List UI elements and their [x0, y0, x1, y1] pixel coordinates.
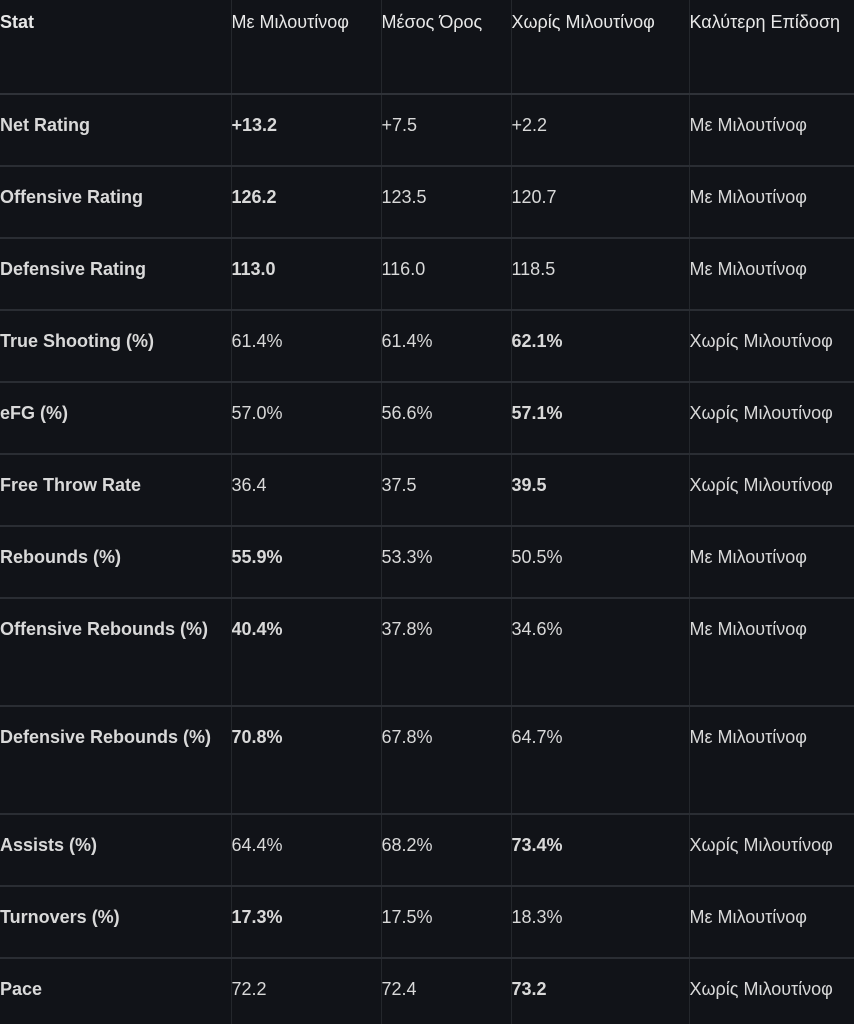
cell-with-milutinov: +13.2: [230, 94, 381, 167]
cell-best-performance: Με Μιλουτίνοφ: [688, 166, 854, 239]
cell-without-milutinov: 120.7: [510, 166, 689, 239]
table-row: Free Throw Rate 36.4 37.5 39.5 Χωρίς Μιλουτί…: [0, 454, 854, 527]
cell-without-milutinov: 64.7%: [510, 706, 689, 815]
cell-best-performance: Χωρίς Μιλουτίνοφ: [688, 382, 854, 455]
cell-with-milutinov: 61.4%: [230, 310, 381, 383]
table-row: Rebounds (%) 55.9% 53.3% 50.5% Με Μιλουτίνοφ: [0, 526, 854, 599]
cell-stat-name: True Shooting (%): [0, 310, 231, 383]
cell-stat-name: Assists (%): [0, 814, 231, 887]
table-row: Defensive Rating 113.0 116.0 118.5 Με Μιλουτ…: [0, 238, 854, 311]
cell-average: 37.5: [380, 454, 511, 527]
header-without-milutinov: Χωρίς Μιλουτίνοφ: [510, 0, 689, 95]
header-average: Μέσος Όρος: [380, 0, 511, 95]
cell-stat-name: Rebounds (%): [0, 526, 231, 599]
cell-best-performance: Χωρίς Μιλουτίνοφ: [688, 310, 854, 383]
cell-without-milutinov: 73.2: [510, 958, 689, 1024]
table-row: Turnovers (%) 17.3% 17.5% 18.3% Με Μιλουτίνο…: [0, 886, 854, 959]
cell-with-milutinov: 57.0%: [230, 382, 381, 455]
cell-stat-name: Net Rating: [0, 94, 231, 167]
cell-average: 116.0: [380, 238, 511, 311]
cell-average: 61.4%: [380, 310, 511, 383]
table-body: Net Rating +13.2 +7.5 +2.2 Με Μιλουτίνοφ Offe…: [0, 94, 854, 1024]
cell-best-performance: Με Μιλουτίνοφ: [688, 526, 854, 599]
cell-with-milutinov: 72.2: [230, 958, 381, 1024]
cell-without-milutinov: 118.5: [510, 238, 689, 311]
cell-best-performance: Με Μιλουτίνοφ: [688, 598, 854, 707]
cell-best-performance: Με Μιλουτίνοφ: [688, 238, 854, 311]
cell-average: 53.3%: [380, 526, 511, 599]
cell-best-performance: Με Μιλουτίνοφ: [688, 886, 854, 959]
header-best-performance: Καλύτερη Επίδοση: [688, 0, 854, 95]
cell-average: 37.8%: [380, 598, 511, 707]
cell-best-performance: Χωρίς Μιλουτίνοφ: [688, 814, 854, 887]
cell-stat-name: Offensive Rebounds (%): [0, 598, 231, 707]
header-stat: Stat: [0, 0, 231, 95]
table-header: Stat Με Μιλουτίνοφ Μέσος Όρος Χωρίς Μιλο…: [0, 0, 854, 95]
cell-with-milutinov: 113.0: [230, 238, 381, 311]
cell-with-milutinov: 70.8%: [230, 706, 381, 815]
table-row: Offensive Rebounds (%) 40.4% 37.8% 34.6% Με …: [0, 598, 854, 707]
cell-average: 68.2%: [380, 814, 511, 887]
cell-stat-name: Defensive Rating: [0, 238, 231, 311]
table-row: Net Rating +13.2 +7.5 +2.2 Με Μιλουτίνοφ: [0, 94, 854, 167]
cell-without-milutinov: +2.2: [510, 94, 689, 167]
cell-stat-name: Offensive Rating: [0, 166, 231, 239]
table-row: Assists (%) 64.4% 68.2% 73.4% Χωρίς Μιλουτίν…: [0, 814, 854, 887]
cell-average: 67.8%: [380, 706, 511, 815]
cell-best-performance: Με Μιλουτίνοφ: [688, 706, 854, 815]
table-row: Defensive Rebounds (%) 70.8% 67.8% 64.7% Με …: [0, 706, 854, 815]
cell-stat-name: Pace: [0, 979, 43, 999]
cell-without-milutinov: 62.1%: [510, 310, 689, 383]
cell-stat-name: Turnovers (%): [0, 886, 231, 959]
cell-without-milutinov: 57.1%: [510, 382, 689, 455]
cell-best-performance: Χωρίς Μιλουτίνοφ: [688, 454, 854, 527]
cell-without-milutinov: 50.5%: [510, 526, 689, 599]
cell-stat-name: Defensive Rebounds (%): [0, 706, 231, 815]
cell-average: +7.5: [380, 94, 511, 167]
cell-without-milutinov: 73.4%: [510, 814, 689, 887]
cell-best-performance: Με Μιλουτίνοφ: [688, 94, 854, 167]
cell-without-milutinov: 39.5: [510, 454, 689, 527]
cell-with-milutinov: 55.9%: [230, 526, 381, 599]
cell-best-performance: Χωρίς Μιλουτίνοφ: [688, 958, 854, 1024]
table-row: eFG (%) 57.0% 56.6% 57.1% Χωρίς Μιλουτίνοφ: [0, 382, 854, 455]
cell-with-milutinov: 64.4%: [230, 814, 381, 887]
cell-average: 56.6%: [380, 382, 511, 455]
cell-average: 17.5%: [380, 886, 511, 959]
table-row: Offensive Rating 126.2 123.5 120.7 Με Μιλουτ…: [0, 166, 854, 239]
cell-with-milutinov: 40.4%: [230, 598, 381, 707]
cell-with-milutinov: 126.2: [230, 166, 381, 239]
table-row: Pace 72.2 72.4 73.2 Χωρίς Μιλουτίνοφ: [0, 958, 854, 1024]
cell-with-milutinov: 36.4: [230, 454, 381, 527]
cell-without-milutinov: 34.6%: [510, 598, 689, 707]
cell-stat-name: Free Throw Rate: [0, 454, 231, 527]
cell-with-milutinov: 17.3%: [230, 886, 381, 959]
cell-without-milutinov: 18.3%: [510, 886, 689, 959]
header-with-milutinov: Με Μιλουτίνοφ: [230, 0, 381, 95]
cell-average: 123.5: [380, 166, 511, 239]
cell-stat-name: eFG (%): [0, 382, 231, 455]
table-row: True Shooting (%) 61.4% 61.4% 62.1% Χωρίς Μι…: [0, 310, 854, 383]
header-row: Stat Με Μιλουτίνοφ Μέσος Όρος Χωρίς Μιλο…: [0, 0, 854, 95]
cell-average: 72.4: [380, 958, 511, 1024]
